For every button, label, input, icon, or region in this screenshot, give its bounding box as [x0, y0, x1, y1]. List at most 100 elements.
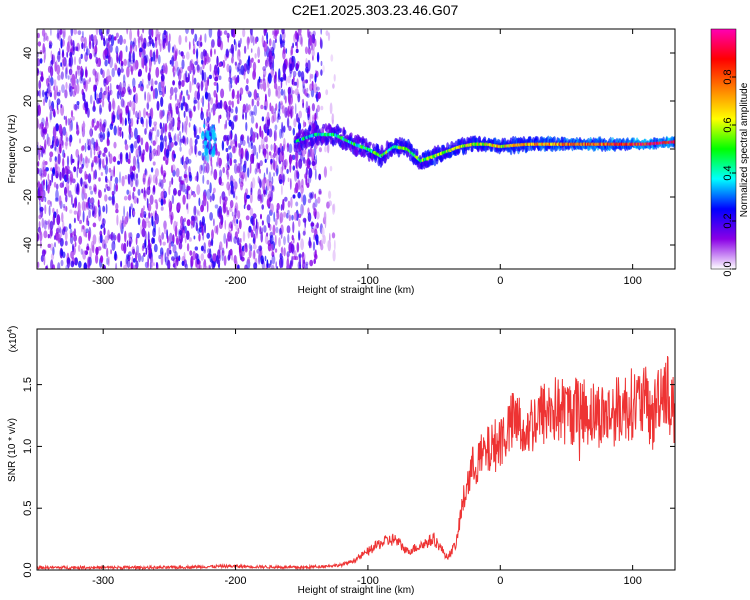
heatmap-cell [158, 254, 162, 260]
heatmap-cell [314, 249, 317, 259]
spectrogram-x-label: Height of straight line (km) [298, 285, 415, 296]
heatmap-cell [164, 123, 167, 136]
heatmap-cell [273, 144, 276, 152]
heatmap-cell [287, 200, 291, 208]
heatmap-cell [154, 199, 158, 204]
heatmap-cell [58, 123, 63, 135]
heatmap-cell [42, 148, 45, 154]
heatmap-cell [118, 127, 122, 131]
heatmap-cell [147, 203, 152, 212]
heatmap-cell [270, 105, 274, 115]
heatmap-cell [236, 165, 240, 174]
heatmap-cell [279, 212, 284, 224]
heatmap-cell [239, 135, 244, 146]
heatmap-cell [221, 250, 224, 262]
heatmap-cell [173, 87, 178, 94]
heatmap-cell [162, 178, 166, 183]
heatmap-cell [106, 247, 109, 258]
heatmap-cell [150, 56, 153, 62]
heatmap-cell [111, 240, 116, 251]
heatmap-cell [40, 169, 43, 181]
heatmap-cell [234, 61, 237, 66]
heatmap-cell [166, 113, 169, 124]
heatmap-cell [229, 221, 233, 229]
heatmap-cell [181, 80, 185, 87]
heatmap-cell [160, 110, 165, 118]
heatmap-cell [39, 70, 42, 75]
heatmap-cell [300, 71, 305, 82]
heatmap-cell [174, 50, 178, 61]
heatmap-cell [86, 45, 88, 57]
heatmap-cell [171, 194, 175, 205]
heatmap-cell [217, 66, 220, 76]
heatmap-cell [91, 137, 95, 145]
heatmap-cell [248, 225, 252, 233]
heatmap-cell [114, 250, 117, 261]
heatmap-cell [233, 163, 238, 175]
heatmap-cell [307, 113, 310, 121]
heatmap-cell [47, 199, 51, 205]
heatmap-cell [119, 112, 123, 125]
heatmap-cell [188, 122, 191, 128]
heatmap-cell [147, 72, 151, 82]
heatmap-cell [81, 200, 86, 212]
heatmap-cell [305, 107, 309, 114]
heatmap-cell [114, 176, 119, 185]
heatmap-cell [262, 78, 266, 88]
heatmap-cell [65, 194, 68, 203]
heatmap-cell [328, 190, 332, 199]
heatmap-cell [254, 36, 258, 45]
heatmap-cell [195, 258, 198, 268]
heatmap-cell [327, 32, 331, 42]
heatmap-cell [104, 235, 109, 244]
heatmap-cell [226, 181, 231, 191]
heatmap-cell [265, 135, 268, 143]
heatmap-cell [202, 162, 205, 175]
heatmap-cell [218, 75, 222, 81]
heatmap-cell [297, 93, 301, 103]
heatmap-cell [143, 55, 148, 66]
heatmap-cell [99, 134, 104, 143]
heatmap-cell [86, 79, 90, 85]
heatmap-cell [172, 80, 176, 86]
heatmap-cell [49, 228, 52, 239]
heatmap-cell [106, 68, 110, 81]
heatmap-cell [162, 137, 165, 149]
heatmap-cell [219, 169, 223, 179]
heatmap-cell [92, 46, 97, 57]
heatmap-cell [163, 135, 167, 142]
heatmap-cell [253, 104, 258, 117]
heatmap-cell [320, 69, 323, 76]
heatmap-cell [112, 98, 115, 110]
heatmap-cell [202, 152, 206, 157]
heatmap-cell [110, 249, 112, 255]
heatmap-cell [208, 139, 212, 151]
heatmap-cell [173, 188, 177, 196]
heatmap-cell [263, 124, 266, 131]
heatmap-cell [135, 250, 139, 258]
heatmap-cell [115, 209, 119, 214]
heatmap-cell [243, 245, 246, 254]
heatmap-cell [278, 237, 281, 248]
heatmap-cell [302, 252, 306, 262]
heatmap-cell [252, 250, 256, 260]
heatmap-cell [129, 29, 133, 41]
snr-panel: -300 -200 -100 0 100 0.00.51.01.5 Height of … [7, 326, 676, 596]
heatmap-cell [238, 242, 242, 253]
heatmap-cell [281, 29, 285, 35]
heatmap-cell [169, 232, 173, 244]
heatmap-cell [316, 140, 320, 146]
heatmap-cell [224, 219, 227, 230]
heatmap-cell [266, 232, 269, 237]
heatmap-cell [294, 88, 299, 96]
heatmap-cell [89, 248, 92, 260]
heatmap-cell [305, 141, 309, 149]
heatmap-cell [175, 105, 179, 115]
heatmap-cell [87, 230, 91, 242]
heatmap-cell [282, 62, 286, 75]
heatmap-cell [57, 225, 61, 231]
heatmap-cell [79, 153, 82, 165]
heatmap-cell [124, 143, 129, 151]
heatmap-cell [149, 129, 153, 137]
heatmap-cell [77, 104, 80, 110]
